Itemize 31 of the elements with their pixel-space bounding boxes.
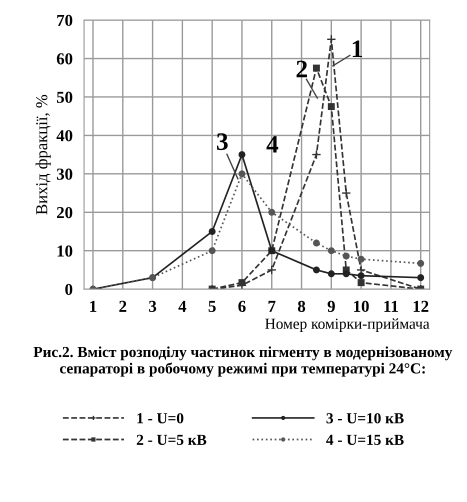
x-tick-label: 1 <box>90 300 96 312</box>
x-tick-label: 2 <box>119 300 126 312</box>
legend-label: 1 - U=0 <box>137 413 184 424</box>
legend-label: 4 - U=15 кВ <box>326 434 404 445</box>
y-tick-label: 60 <box>56 53 72 64</box>
y-tick-label: 30 <box>56 168 72 180</box>
x-tick-label: 9 <box>328 300 335 312</box>
y-tick-label: 10 <box>58 245 72 257</box>
annotation: 4 <box>266 136 278 153</box>
x-tick-label: 7 <box>268 300 276 312</box>
y-tick-label: 0 <box>65 284 72 296</box>
x-tick-label: 5 <box>208 300 216 312</box>
x-tick-label: 6 <box>238 300 246 312</box>
y-tick-label: 70 <box>57 14 72 26</box>
x-tick-label: 10 <box>354 300 369 312</box>
x-tick-label: 12 <box>414 300 428 312</box>
x-tick-label: 4 <box>178 300 186 312</box>
annotation: 1 <box>352 40 362 58</box>
legend-label: 2 - U=5 кВ <box>136 434 206 445</box>
x-tick-label: 3 <box>149 300 156 312</box>
y-tick-label: 40 <box>56 130 72 142</box>
x-axis-title: Номер комірки-приймача <box>265 318 430 332</box>
y-tick-label: 50 <box>56 92 72 103</box>
y-tick-label: 20 <box>56 206 72 218</box>
x-tick-label: 8 <box>298 300 306 312</box>
text: Рис.2. Вміст розподілу частинок пігменту в модернізованому сепараторі в робочому режимі при температурі 24°С: <box>34 346 452 377</box>
x-tick-label: 11 <box>384 300 398 312</box>
legend-label: 3 - U=10 кВ <box>326 413 404 424</box>
y-axis-title: Вихід фракції, % <box>36 94 51 214</box>
annotation: 2 <box>296 60 307 78</box>
annotation: 3 <box>216 133 228 150</box>
